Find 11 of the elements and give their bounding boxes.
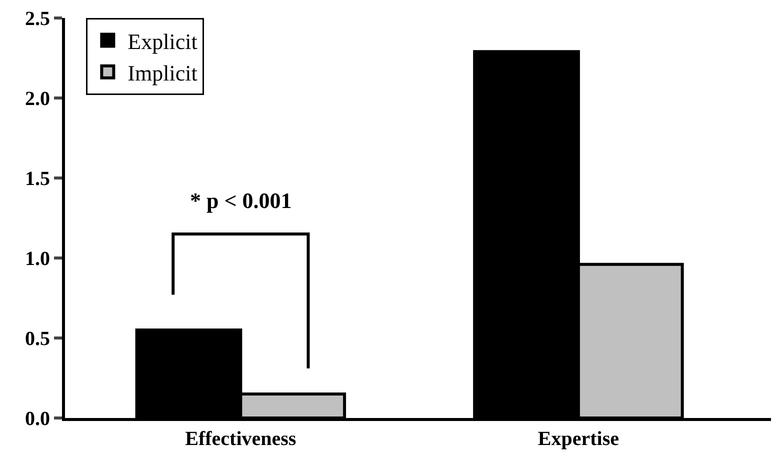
x-tick-label: Expertise xyxy=(538,428,620,450)
y-tick-label: 2.0 xyxy=(25,88,50,110)
annotation: * p < 0.001 xyxy=(190,188,292,213)
legend-label: Implicit xyxy=(128,60,198,86)
legend-label: Explicit xyxy=(128,28,198,54)
x-tick-label: Effectiveness xyxy=(185,428,296,450)
y-tick-label: 1.5 xyxy=(25,168,50,190)
y-tick-label: 2.5 xyxy=(25,8,50,30)
y-tick-label: 0.5 xyxy=(25,328,50,350)
y-tick-label: 0.0 xyxy=(25,408,50,430)
y-tick-label: 1.0 xyxy=(25,248,50,270)
